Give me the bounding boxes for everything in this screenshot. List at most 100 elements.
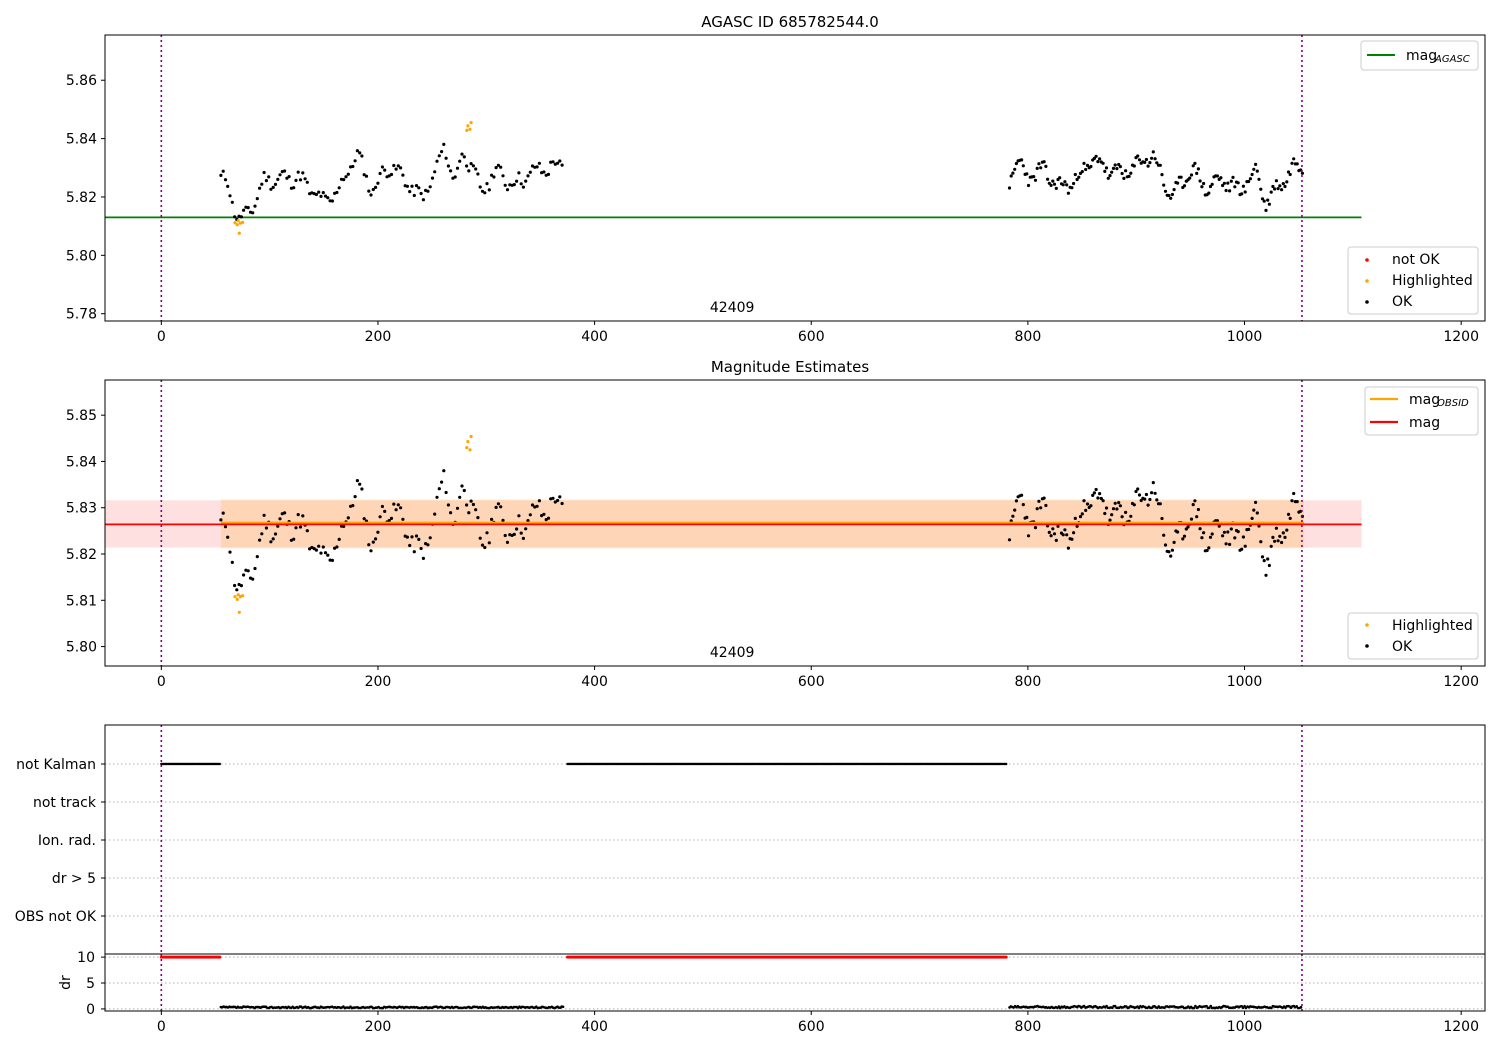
ok-point bbox=[1273, 539, 1277, 543]
ok-point bbox=[258, 538, 262, 542]
ok-point bbox=[487, 541, 491, 545]
ok-point bbox=[437, 154, 441, 158]
ok-point bbox=[1153, 157, 1157, 161]
ok-point bbox=[419, 191, 423, 196]
highlighted-point bbox=[233, 595, 237, 599]
ok-point bbox=[1136, 487, 1140, 491]
legend-points-2 bbox=[1347, 612, 1479, 660]
ok-point bbox=[1025, 172, 1029, 176]
ok-point bbox=[330, 199, 334, 203]
ok-point bbox=[1155, 498, 1159, 502]
ok-point bbox=[1248, 177, 1252, 181]
ok-point bbox=[303, 177, 307, 181]
ok-point bbox=[1021, 503, 1025, 507]
ok-point bbox=[1276, 539, 1280, 543]
ok-point bbox=[440, 480, 444, 484]
ok-point bbox=[1266, 198, 1270, 202]
ok-point bbox=[1132, 164, 1136, 168]
ok-point bbox=[1271, 535, 1275, 540]
ok-point bbox=[496, 163, 500, 167]
ok-point bbox=[233, 215, 237, 219]
ok-point bbox=[292, 186, 296, 190]
ok-point bbox=[1118, 165, 1122, 169]
ok-point bbox=[460, 484, 464, 488]
dr-point bbox=[1137, 1006, 1141, 1010]
ok-point bbox=[267, 175, 271, 179]
ok-point bbox=[1221, 183, 1225, 188]
ok-point bbox=[480, 543, 485, 547]
ok-point bbox=[492, 175, 496, 179]
ok-point bbox=[264, 526, 268, 530]
ok-point bbox=[326, 196, 330, 200]
ok-point bbox=[1241, 184, 1245, 188]
ok-point bbox=[1047, 181, 1051, 185]
ok-point bbox=[1072, 531, 1076, 535]
ok-point bbox=[387, 174, 391, 178]
ok-point bbox=[1288, 516, 1292, 521]
ok-point bbox=[462, 488, 466, 493]
ok-point bbox=[1120, 515, 1124, 519]
ok-point bbox=[1186, 525, 1190, 529]
ok-point bbox=[396, 503, 400, 507]
ok-point bbox=[1222, 530, 1226, 534]
ok-point bbox=[1292, 491, 1296, 496]
ok-point bbox=[1300, 171, 1304, 175]
ok-point bbox=[378, 515, 382, 519]
ok-point bbox=[1233, 536, 1237, 540]
ok-point bbox=[1137, 158, 1142, 162]
axes-frame-1 bbox=[104, 34, 1486, 322]
ok-point bbox=[1179, 175, 1183, 179]
ok-point bbox=[544, 518, 548, 522]
ok-point bbox=[360, 154, 364, 158]
ok-point bbox=[515, 179, 519, 183]
ok-point bbox=[271, 537, 275, 541]
ok-point bbox=[1082, 499, 1086, 503]
ok-point bbox=[1115, 167, 1119, 171]
ok-point bbox=[1058, 176, 1062, 180]
ok-point bbox=[1283, 535, 1287, 540]
ok-point bbox=[305, 529, 309, 533]
ok-point bbox=[458, 495, 462, 499]
ok-point bbox=[374, 537, 378, 541]
ok-point bbox=[524, 179, 528, 183]
ok-point bbox=[1026, 534, 1031, 538]
ok-point bbox=[389, 172, 394, 177]
ok-point bbox=[467, 169, 471, 173]
ok-point bbox=[1215, 174, 1219, 178]
ok-point bbox=[1163, 543, 1168, 547]
ok-point bbox=[1208, 535, 1213, 539]
ok-point bbox=[1073, 172, 1077, 177]
ok-point bbox=[1240, 547, 1244, 551]
highlighted-point bbox=[237, 610, 241, 614]
ok-point bbox=[1013, 508, 1017, 512]
y-tick-label-1: 5.78 bbox=[66, 307, 97, 323]
ok-point bbox=[1054, 538, 1058, 543]
ok-point bbox=[1070, 537, 1074, 541]
ok-point bbox=[1285, 528, 1289, 532]
ok-point bbox=[228, 550, 232, 554]
ok-point bbox=[1101, 499, 1105, 503]
ok-point bbox=[1065, 183, 1069, 187]
ok-point bbox=[428, 185, 432, 189]
ok-point bbox=[471, 164, 475, 168]
ok-point bbox=[1219, 176, 1223, 180]
ok-point bbox=[1193, 499, 1197, 503]
ok-point bbox=[496, 502, 500, 506]
ok-point bbox=[1113, 501, 1117, 505]
ok-point bbox=[317, 190, 321, 194]
ok-point bbox=[521, 185, 526, 189]
ok-point bbox=[264, 179, 268, 183]
ok-point bbox=[255, 197, 259, 201]
ok-point bbox=[1044, 164, 1048, 168]
ok-point bbox=[287, 175, 291, 179]
ok-point bbox=[1153, 491, 1157, 495]
ok-point bbox=[396, 164, 400, 168]
ok-point bbox=[1037, 499, 1041, 503]
ok-point bbox=[1160, 173, 1164, 177]
ok-point bbox=[1280, 540, 1284, 545]
ok-point bbox=[353, 495, 357, 499]
ok-point bbox=[1033, 178, 1038, 182]
ok-point bbox=[1143, 160, 1147, 164]
chart-title-1: AGASC ID 685782544.0 bbox=[701, 13, 879, 31]
